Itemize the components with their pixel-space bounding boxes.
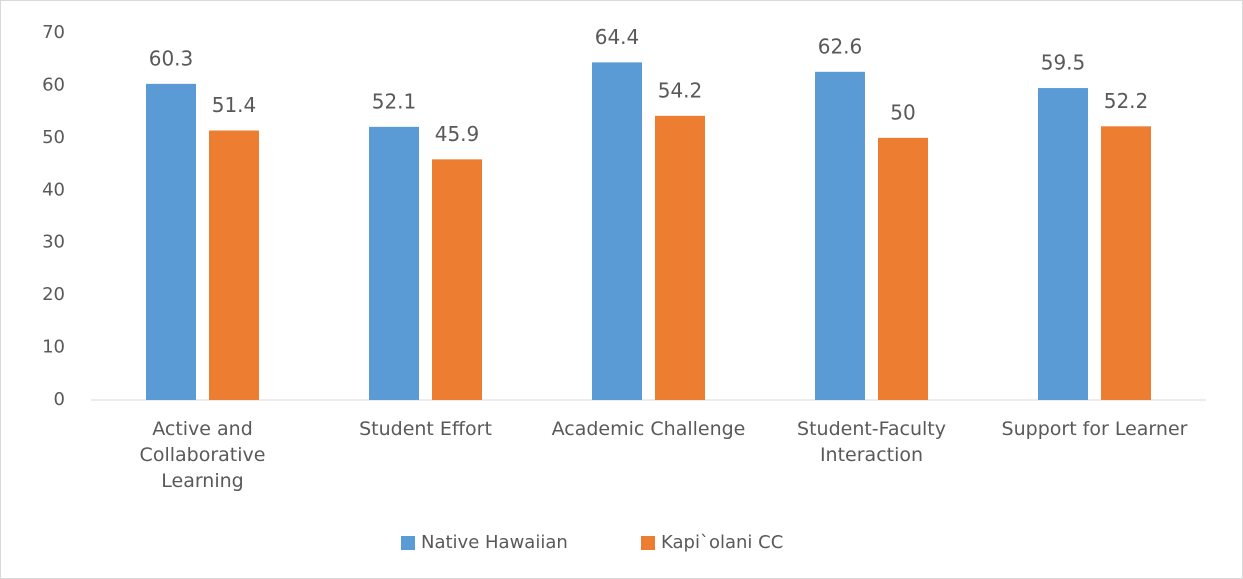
y-tick-label: 60: [42, 74, 65, 95]
bar: [655, 115, 705, 400]
bar: [209, 130, 259, 400]
legend-label: Kapi`olani CC: [661, 532, 783, 553]
x-tick-label: Active and Collaborative Learning: [139, 418, 266, 492]
data-label: 62.6: [818, 34, 863, 58]
data-label: 52.1: [372, 89, 417, 113]
bar: [878, 137, 928, 400]
legend-swatch: [641, 536, 655, 550]
data-label: 45.9: [435, 122, 480, 146]
bar: [815, 71, 865, 400]
legend-swatch: [401, 536, 415, 550]
y-tick-label: 40: [42, 179, 65, 200]
bar: [592, 62, 642, 401]
y-tick-label: 20: [42, 284, 65, 305]
x-tick-label: Student Effort: [359, 418, 492, 440]
data-label: 50: [890, 100, 915, 124]
data-label: 54.2: [658, 78, 703, 102]
y-tick-label: 70: [42, 22, 65, 43]
data-label: 52.2: [1104, 89, 1149, 113]
bar: [146, 83, 196, 400]
y-tick-label: 10: [42, 337, 65, 358]
data-label: 64.4: [595, 25, 640, 49]
bar: [1101, 126, 1151, 400]
bar: [432, 159, 482, 400]
x-tick-label: Student-Faculty Interaction: [797, 418, 946, 466]
y-tick-label: 30: [42, 232, 65, 253]
data-label: 59.5: [1041, 51, 1086, 75]
data-label: 60.3: [149, 46, 194, 70]
bar: [369, 126, 419, 401]
bar: [1038, 88, 1088, 401]
y-tick-label: 0: [54, 389, 65, 410]
data-label: 51.4: [212, 93, 257, 117]
x-tick-label: Academic Challenge: [551, 418, 746, 440]
y-tick-label: 50: [42, 127, 65, 148]
x-tick-label: Support for Learner: [1001, 418, 1188, 440]
legend-label: Native Hawaiian: [421, 532, 568, 553]
